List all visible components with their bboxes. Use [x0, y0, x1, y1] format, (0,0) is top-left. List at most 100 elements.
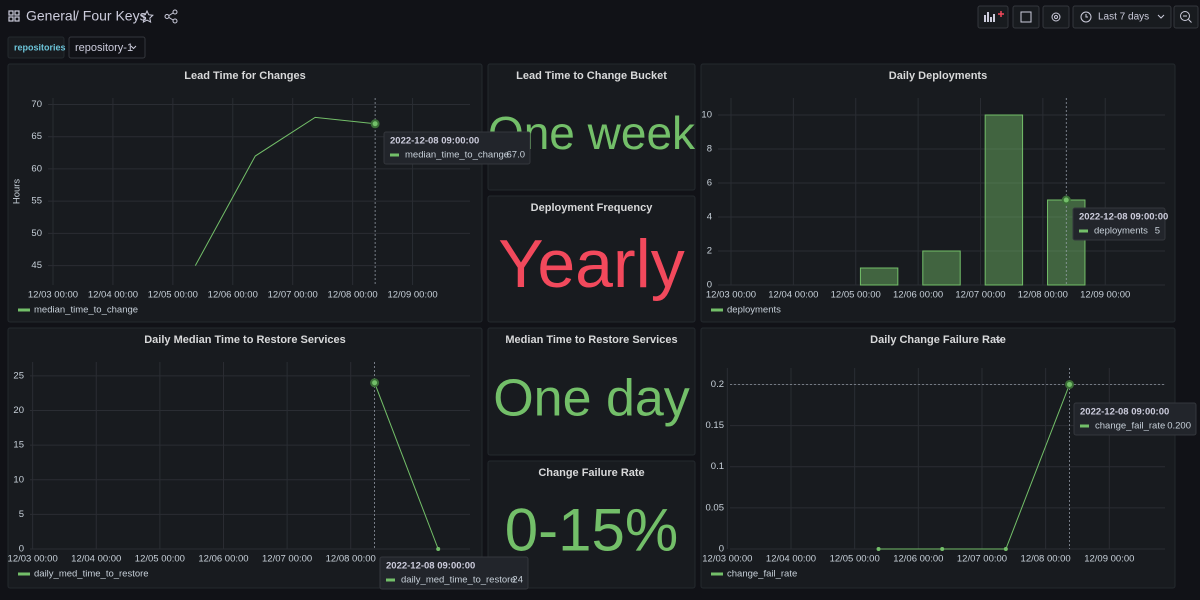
- series-line: [374, 382, 439, 550]
- tooltip: [383, 131, 531, 165]
- x-tick-label: 12/05 00:00: [135, 554, 185, 565]
- panel-title: Change Failure Rate: [538, 467, 644, 479]
- zoom-out-button[interactable]: [1173, 5, 1199, 29]
- tooltip-value: 24: [512, 575, 523, 586]
- data-point: [940, 547, 945, 551]
- x-tick-label: 12/06 00:00: [208, 290, 258, 301]
- y-tick-label: 0.15: [706, 420, 725, 431]
- legend-label: median_time_to_change: [34, 305, 138, 316]
- panel: [700, 63, 1176, 323]
- y-tick-label: 70: [31, 99, 42, 110]
- panel: [487, 327, 696, 456]
- y-tick-label: 0.05: [706, 502, 725, 513]
- tooltip: [1073, 402, 1197, 436]
- x-tick-label: 12/03 00:00: [706, 290, 756, 301]
- data-point: [1003, 547, 1008, 551]
- variable-label-box: [7, 36, 65, 59]
- time-range[interactable]: Last 7 days: [1098, 12, 1149, 23]
- y-tick-label: 4: [707, 212, 712, 223]
- y-tick-label: 10: [701, 110, 712, 121]
- panel-title: Daily Median Time to Restore Services: [144, 334, 346, 346]
- panel: [7, 327, 483, 589]
- x-tick-label: 12/04 00:00: [71, 554, 121, 565]
- x-tick-label: 12/06 00:00: [198, 554, 248, 565]
- panel-title: Lead Time for Changes: [184, 70, 305, 82]
- y-tick-label: 5: [19, 509, 24, 520]
- tooltip-value: 5: [1155, 226, 1160, 237]
- x-tick-label: 12/03 00:00: [702, 554, 752, 565]
- panel: [7, 63, 483, 323]
- x-tick-label: 12/08 00:00: [1021, 554, 1071, 565]
- tooltip: [1072, 207, 1166, 241]
- y-tick-label: 0.1: [711, 461, 724, 472]
- x-tick-label: 12/08 00:00: [1018, 290, 1068, 301]
- panel-title: Median Time to Restore Services: [505, 334, 677, 346]
- bar: [922, 250, 961, 286]
- y-tick-label: 0: [707, 280, 712, 291]
- x-tick-label: 12/07 00:00: [268, 290, 318, 301]
- panel: [487, 195, 696, 323]
- tooltip-series: daily_med_time_to_restore: [401, 575, 516, 586]
- panel-title: Daily Deployments: [889, 70, 987, 82]
- hover-point: [1061, 195, 1071, 205]
- save-button[interactable]: [1012, 5, 1040, 29]
- variable-select[interactable]: [68, 36, 146, 59]
- y-tick-label: 55: [31, 196, 42, 207]
- tooltip-time: 2022-12-08 09:00:00: [1079, 212, 1168, 223]
- folder-link[interactable]: General: [26, 8, 76, 24]
- dashboard-title[interactable]: / Four Keys: [75, 8, 147, 24]
- tooltip-series: median_time_to_change: [405, 150, 509, 161]
- x-tick-label: 12/05 00:00: [830, 554, 880, 565]
- variable-label: repositories: [14, 42, 66, 52]
- x-tick-label: 12/06 00:00: [893, 290, 943, 301]
- x-tick-label: 12/09 00:00: [1080, 290, 1130, 301]
- hover-point: [370, 119, 380, 129]
- panel-title: Daily Change Failure Rate: [870, 334, 1006, 346]
- time-picker[interactable]: [1072, 5, 1172, 29]
- panel-menu-caret: [995, 338, 1002, 343]
- y-tick-label: 6: [707, 178, 712, 189]
- variable-value[interactable]: repository-1: [75, 42, 133, 54]
- x-tick-label: 12/04 00:00: [768, 290, 818, 301]
- tooltip-time: 2022-12-08 09:00:00: [386, 561, 475, 572]
- x-tick-label: 12/07 00:00: [955, 290, 1005, 301]
- tooltip-time: 2022-12-08 09:00:00: [1080, 407, 1169, 418]
- x-tick-label: 12/04 00:00: [766, 554, 816, 565]
- tooltip-series: deployments: [1094, 226, 1148, 237]
- legend-label: change_fail_rate: [727, 569, 797, 580]
- y-tick-label: 8: [707, 144, 712, 155]
- y-tick-label: 0.2: [711, 379, 724, 390]
- tooltip-time: 2022-12-08 09:00:00: [390, 136, 479, 147]
- hover-point: [1065, 379, 1075, 389]
- toolbar: [977, 5, 1199, 29]
- bar: [859, 267, 899, 286]
- stat-value: Yearly: [498, 226, 685, 302]
- settings-button[interactable]: [1042, 5, 1070, 29]
- series-line: [878, 384, 1070, 550]
- stat-value: 0-15%: [505, 497, 678, 564]
- x-tick-label: 12/06 00:00: [893, 554, 943, 565]
- y-tick-label: 65: [31, 131, 42, 142]
- x-tick-label: 12/07 00:00: [957, 554, 1007, 565]
- panel: [487, 460, 696, 589]
- y-tick-label: 25: [13, 370, 24, 381]
- data-point: [876, 547, 881, 551]
- tooltip-series: change_fail_rate: [1095, 421, 1165, 432]
- panel: [700, 327, 1176, 589]
- x-tick-label: 12/07 00:00: [262, 554, 312, 565]
- dashboard-icon[interactable]: [8, 10, 20, 22]
- bar: [984, 114, 1024, 286]
- x-tick-label: 12/05 00:00: [148, 290, 198, 301]
- x-tick-label: 12/03 00:00: [28, 290, 78, 301]
- panel-title: Deployment Frequency: [531, 202, 654, 214]
- y-axis-label: Hours: [12, 179, 23, 205]
- y-tick-label: 20: [13, 405, 24, 416]
- star-icon[interactable]: [140, 9, 154, 24]
- y-tick-label: 45: [31, 260, 42, 271]
- x-tick-label: 12/04 00:00: [88, 290, 138, 301]
- share-icon[interactable]: [164, 9, 178, 24]
- legend-label: daily_med_time_to_restore: [34, 569, 149, 580]
- y-tick-label: 15: [13, 440, 24, 451]
